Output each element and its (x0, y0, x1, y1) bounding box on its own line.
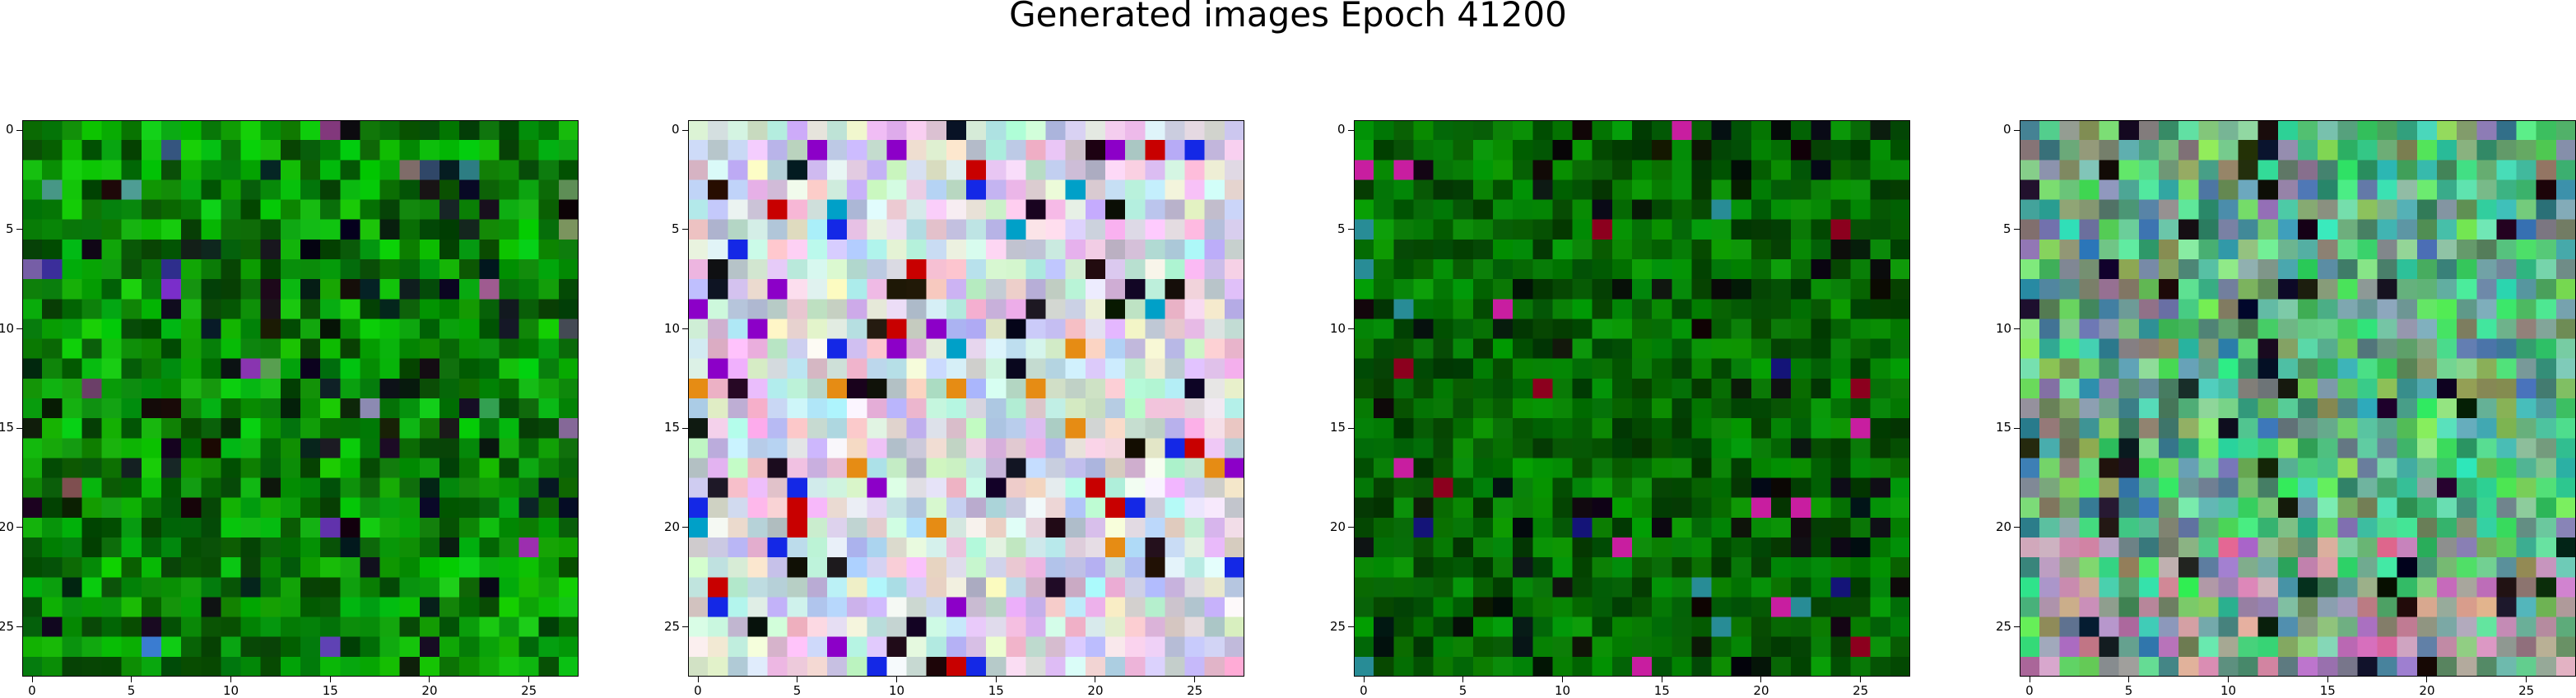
y-tick-label: 10 (1996, 323, 2011, 335)
y-tick-label: 20 (1330, 521, 1346, 533)
figure-title: Generated images Epoch 41200 (0, 0, 2576, 49)
y-tick-mark (2014, 527, 2020, 528)
y-tick-mark (16, 428, 22, 429)
x-tick-mark (2526, 677, 2527, 682)
y-tick-label: 15 (1996, 421, 2011, 434)
y-tick-mark (2014, 428, 2020, 429)
y-tick-label: 25 (1996, 621, 2011, 633)
x-tick-mark (1760, 677, 1761, 682)
x-tick-mark (896, 677, 897, 682)
image-panel-2: 0 5 10 15 20 25 0 5 10 15 20 25 (688, 120, 1244, 677)
x-tick-mark (2327, 677, 2328, 682)
image-panel-3: 0 5 10 15 20 25 0 5 10 15 20 25 (1354, 120, 1910, 677)
y-tick-label: 10 (1330, 323, 1346, 335)
x-tick-mark (2228, 677, 2229, 682)
x-tick-mark (32, 677, 33, 682)
y-tick-mark (1348, 328, 1354, 329)
y-tick-label: 20 (0, 521, 14, 533)
y-tick-mark (16, 626, 22, 627)
y-tick-label: 10 (0, 323, 14, 335)
y-tick-mark (16, 328, 22, 329)
y-tick-label: 25 (664, 621, 680, 633)
x-tick-mark (698, 677, 699, 682)
y-tick-mark (682, 328, 688, 329)
y-tick-label: 0 (6, 123, 14, 136)
y-tick-mark (2014, 328, 2020, 329)
x-tick-mark (2128, 677, 2129, 682)
x-tick-mark (528, 677, 529, 682)
y-tick-label: 5 (672, 223, 680, 235)
y-tick-mark (1348, 130, 1354, 131)
y-tick-mark (682, 229, 688, 230)
axes-frame (688, 120, 1244, 677)
y-tick-label: 15 (664, 421, 680, 434)
x-tick-mark (1860, 677, 1861, 682)
x-tick-mark (429, 677, 430, 682)
y-tick-mark (682, 626, 688, 627)
axes-frame (2020, 120, 2576, 677)
y-tick-label: 20 (1996, 521, 2011, 533)
y-tick-mark (1348, 428, 1354, 429)
x-tick-mark (230, 677, 231, 682)
y-tick-label: 0 (2003, 123, 2011, 136)
y-tick-mark (2014, 229, 2020, 230)
x-tick-mark (996, 677, 997, 682)
y-tick-mark (2014, 626, 2020, 627)
y-tick-mark (1348, 229, 1354, 230)
y-tick-label: 20 (664, 521, 680, 533)
y-tick-label: 5 (6, 223, 14, 235)
x-tick-mark (131, 677, 132, 682)
y-tick-mark (16, 527, 22, 528)
y-tick-mark (2014, 130, 2020, 131)
x-tick-mark (1364, 677, 1365, 682)
x-tick-mark (1562, 677, 1563, 682)
image-panel-4: 0 5 10 15 20 25 0 5 10 15 20 25 (2020, 120, 2576, 677)
axes-frame (22, 120, 579, 677)
y-tick-mark (1348, 626, 1354, 627)
y-tick-mark (682, 130, 688, 131)
y-tick-label: 25 (0, 621, 14, 633)
y-tick-mark (682, 527, 688, 528)
y-tick-mark (1348, 527, 1354, 528)
y-tick-label: 15 (1330, 421, 1346, 434)
y-tick-label: 5 (1337, 223, 1346, 235)
x-tick-mark (1194, 677, 1195, 682)
y-tick-label: 15 (0, 421, 14, 434)
x-tick-mark (1462, 677, 1463, 682)
y-tick-mark (16, 229, 22, 230)
y-tick-mark (16, 130, 22, 131)
y-tick-label: 10 (664, 323, 680, 335)
x-tick-mark (2426, 677, 2427, 682)
y-tick-label: 25 (1330, 621, 1346, 633)
y-tick-label: 0 (1337, 123, 1346, 136)
y-tick-label: 5 (2003, 223, 2011, 235)
axes-frame (1354, 120, 1910, 677)
y-tick-mark (682, 428, 688, 429)
x-tick-mark (330, 677, 331, 682)
image-panel-1: 0 5 10 15 20 25 0 5 10 15 20 25 (22, 120, 579, 677)
y-tick-label: 0 (672, 123, 680, 136)
